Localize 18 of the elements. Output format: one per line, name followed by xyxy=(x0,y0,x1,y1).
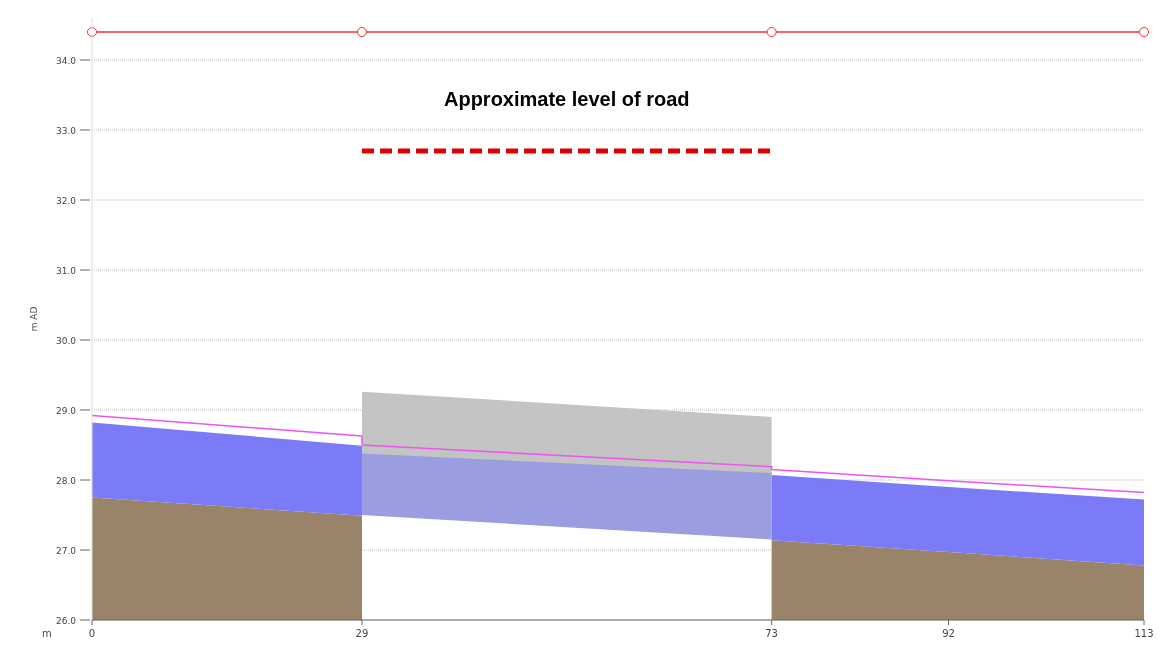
x-tick-label: 73 xyxy=(765,628,778,639)
line-series xyxy=(91,414,1145,494)
y-tick-label: 34.0 xyxy=(55,55,77,66)
x-tick-label: 29 xyxy=(355,628,369,639)
y-tick-label: 32.0 xyxy=(55,195,77,206)
y-tick-label: 28.0 xyxy=(55,475,77,486)
y-tick-label: 26.0 xyxy=(55,615,77,626)
x-tick-label: 113 xyxy=(1134,628,1154,639)
annotation: Approximate level of road xyxy=(443,88,690,110)
x-tick-label: 0 xyxy=(88,628,96,639)
y-tick-label: 29.0 xyxy=(55,405,77,416)
y-tick-label: 31.0 xyxy=(55,265,77,276)
y-tick-label: 33.0 xyxy=(55,125,77,136)
x-tick-label: 92 xyxy=(942,628,955,639)
y-tick-label: 30.0 xyxy=(55,335,77,346)
y-axis-title: m AD xyxy=(29,306,39,332)
x-axis-title: m xyxy=(42,628,52,639)
y-tick-label: 27.0 xyxy=(55,545,77,556)
